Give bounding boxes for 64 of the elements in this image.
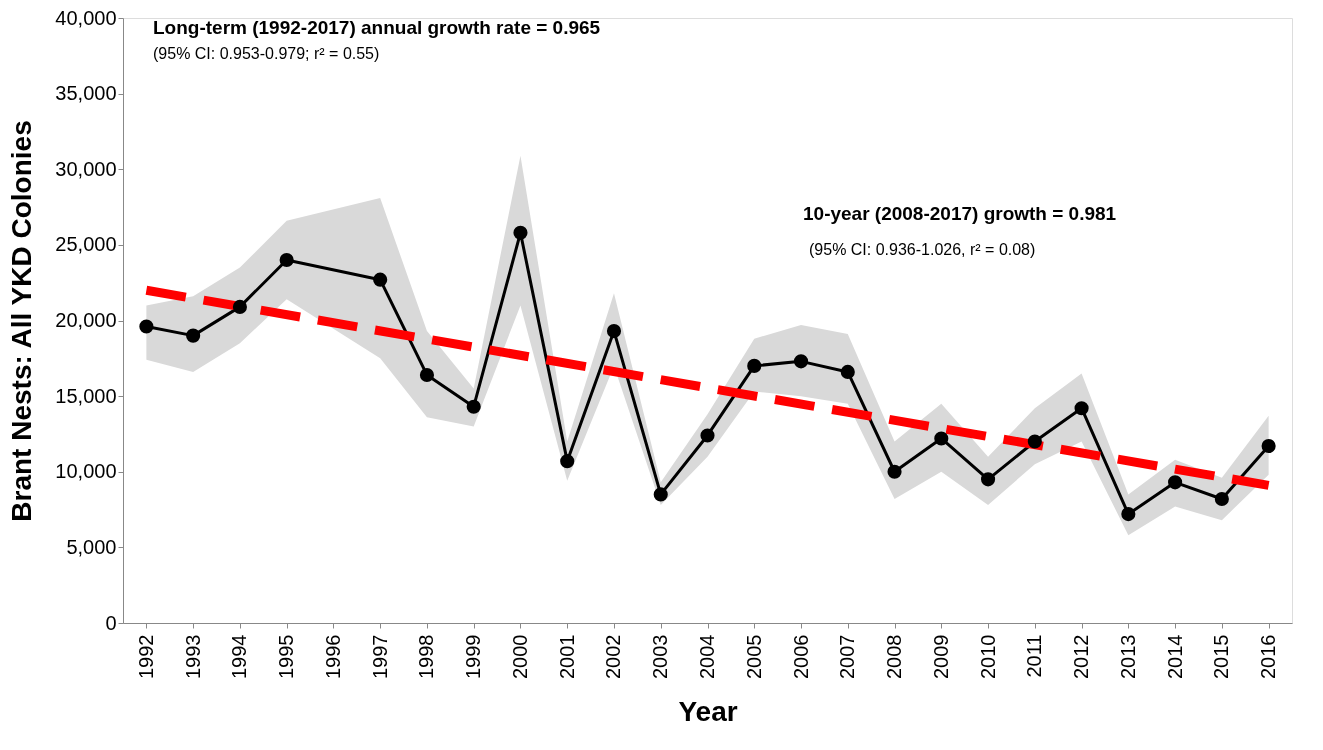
x-tick-label: 2012: [1070, 634, 1093, 679]
x-tick-label: 2002: [602, 634, 625, 679]
point: [793, 354, 809, 369]
y-tick-label: 35,000: [55, 82, 117, 105]
point: [373, 272, 388, 287]
x-tick-label: 2003: [649, 634, 672, 679]
x-tick-label: 1998: [415, 634, 438, 679]
point: [466, 399, 481, 414]
x-tick-label: 1992: [134, 634, 157, 679]
x-tick-label: 2013: [1116, 634, 1139, 679]
y-tick-label: 10,000: [55, 460, 117, 483]
point: [700, 428, 715, 443]
y-tick-label: 0: [105, 611, 117, 634]
x-tick-label: 2010: [976, 634, 999, 679]
point: [186, 328, 201, 343]
point: [419, 367, 435, 383]
point: [1074, 401, 1089, 416]
point: [980, 472, 996, 487]
point: [606, 324, 622, 339]
point: [747, 358, 762, 373]
x-tick-label: 2015: [1210, 634, 1233, 679]
x-tick-label: 2011: [1023, 634, 1046, 678]
y-tick-label: 25,000: [55, 233, 117, 256]
x-tick-label: 2005: [742, 634, 765, 679]
x-tick-label: 2004: [696, 634, 718, 679]
annotation: 10-year (2008-2017) growth = 0.981: [803, 203, 1117, 224]
point: [560, 454, 575, 469]
point: [1214, 491, 1229, 507]
point: [840, 364, 855, 379]
point: [1027, 434, 1042, 449]
x-tick-label: 2000: [508, 634, 531, 679]
x-tick-label: 1995: [275, 634, 298, 679]
x-tick-label: 2007: [836, 634, 859, 679]
annotation: (95% CI: 0.953-0.979; r² = 0.55): [153, 45, 380, 62]
point: [139, 319, 154, 334]
point: [1168, 475, 1183, 490]
point: [513, 225, 528, 240]
y-axis-title: Brant Nests: All YKD Colonies: [6, 120, 38, 522]
point: [653, 487, 668, 502]
point: [934, 431, 949, 446]
x-tick-label: 2006: [789, 634, 812, 679]
x-tick-label: 2016: [1257, 634, 1280, 679]
y-tick-label: 40,000: [55, 6, 117, 29]
annotation: Long-term (1992-2017) annual growth rate = 0.965: [153, 17, 601, 38]
y-tick-label: 20,000: [55, 309, 117, 331]
x-tick-label: 2009: [929, 634, 952, 679]
x-axis-title: Year: [678, 695, 738, 727]
x-tick-label: 1997: [368, 634, 391, 679]
x-tick-label: 2001: [555, 634, 578, 679]
x-tick-label: 1999: [462, 634, 485, 679]
x-tick-label: 1993: [181, 634, 204, 679]
y-tick-label: 30,000: [55, 157, 117, 180]
point: [1261, 438, 1276, 454]
point: [232, 299, 247, 314]
point: [1121, 507, 1136, 522]
point: [279, 252, 294, 268]
y-tick-label: 5,000: [66, 535, 117, 558]
x-tick-label: 1994: [228, 634, 251, 679]
x-tick-label: 2014: [1163, 634, 1186, 679]
x-tick-label: 2008: [883, 634, 906, 679]
x-tick-label: 1996: [321, 634, 344, 679]
y-tick-label: 15,000: [55, 384, 117, 407]
point: [887, 464, 902, 479]
annotation: (95% CI: 0.936-1.026, r² = 0.08): [809, 241, 1036, 258]
